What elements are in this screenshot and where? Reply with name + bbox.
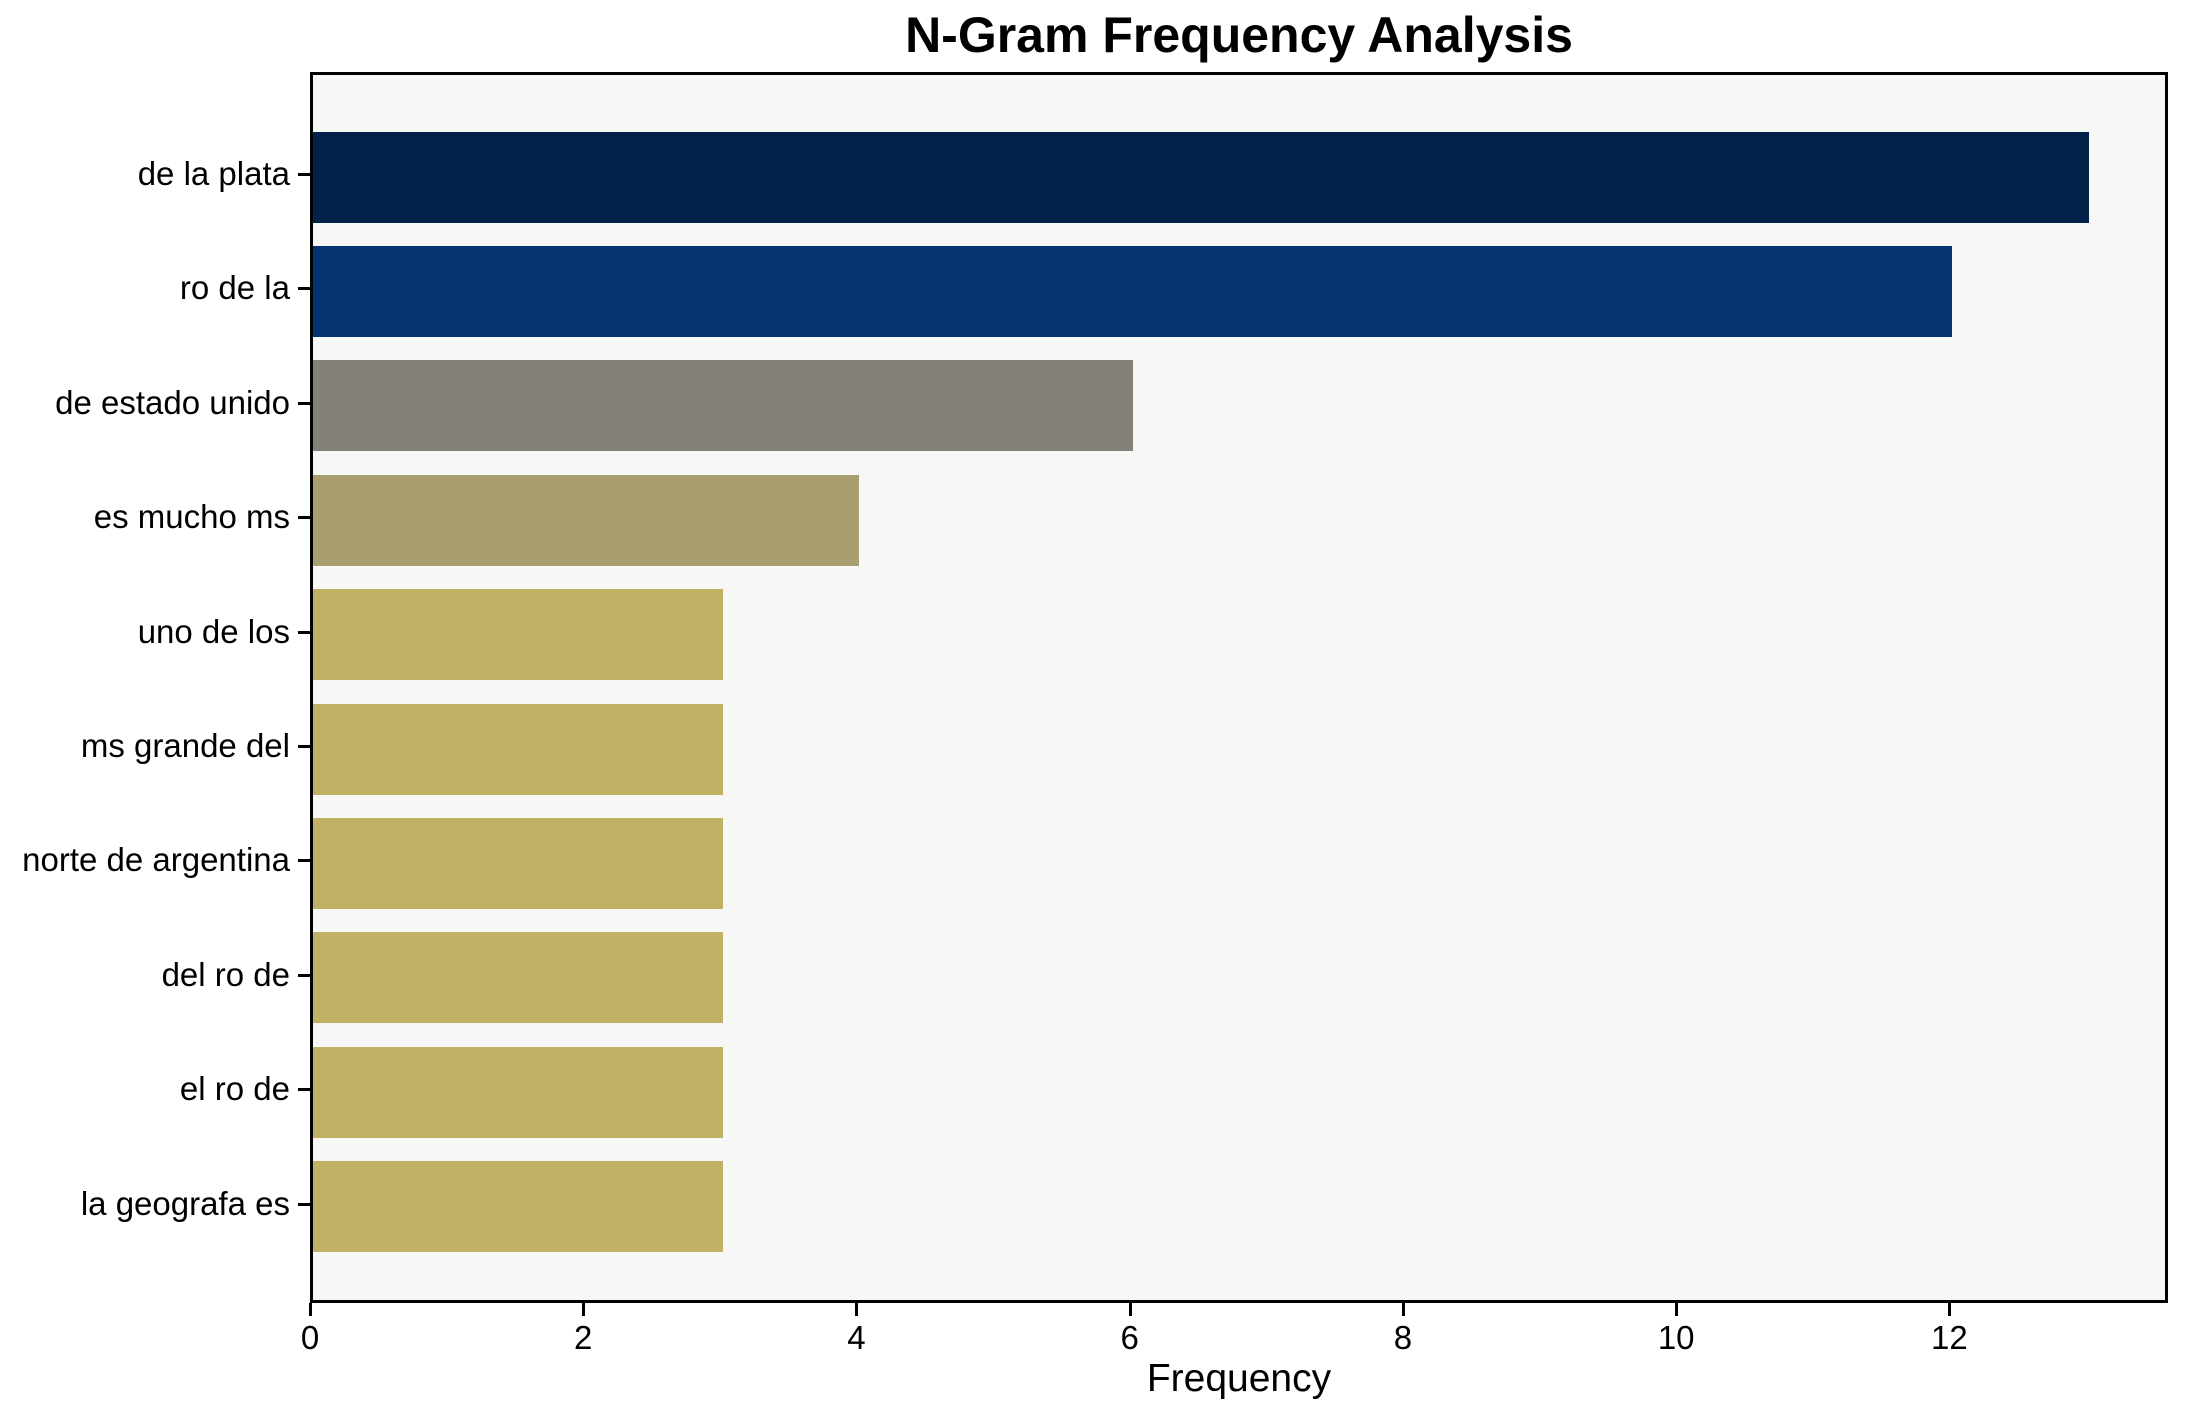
x-tick-mark bbox=[1401, 1303, 1405, 1316]
x-tick-mark bbox=[1948, 1303, 1952, 1316]
x-tick-mark bbox=[855, 1303, 859, 1316]
y-tick-mark bbox=[298, 1202, 310, 1206]
y-tick-label-norte-de-argentina: norte de argentina bbox=[22, 841, 290, 879]
x-tick-label-0: 0 bbox=[300, 1319, 320, 1356]
bar-del-ro-de bbox=[313, 932, 723, 1024]
bar-uno-de-los bbox=[313, 589, 723, 681]
y-tick-label-es-mucho-ms: es mucho ms bbox=[93, 498, 290, 536]
y-tick-label-ro-de-la: ro de la bbox=[179, 269, 290, 307]
chart-title: N-Gram Frequency Analysis bbox=[905, 7, 1573, 63]
x-tick-mark bbox=[582, 1303, 586, 1316]
x-tick-label-4: 4 bbox=[847, 1319, 866, 1356]
bar-el-ro-de bbox=[313, 1046, 723, 1138]
x-tick-label-6: 6 bbox=[1120, 1319, 1139, 1356]
y-tick-label-ms-grande-del: ms grande del bbox=[80, 727, 290, 764]
x-tick-label-12: 12 bbox=[1931, 1319, 1968, 1356]
bar-de-la-plata bbox=[313, 131, 2089, 223]
x-tick-label-2: 2 bbox=[574, 1319, 593, 1356]
x-tick-mark bbox=[309, 1303, 312, 1316]
y-tick-mark bbox=[298, 287, 310, 291]
bar-la-geografa-es bbox=[313, 1161, 723, 1253]
bar-de-estado-unido bbox=[313, 360, 1133, 452]
x-tick-mark bbox=[1675, 1303, 1679, 1316]
bar-ms-grande-del bbox=[313, 703, 723, 795]
x-tick-label-8: 8 bbox=[1393, 1319, 1413, 1356]
y-tick-mark bbox=[298, 173, 310, 176]
y-tick-label-uno-de-los: uno de los bbox=[137, 612, 290, 650]
plot-area bbox=[310, 72, 2168, 1303]
y-tick-mark bbox=[298, 859, 310, 863]
bar-norte-de-argentina bbox=[313, 817, 723, 909]
x-tick-label-10: 10 bbox=[1657, 1319, 1695, 1356]
y-tick-mark bbox=[298, 516, 310, 520]
y-tick-label-de-la-plata: de la plata bbox=[137, 155, 290, 192]
x-tick-mark bbox=[1128, 1303, 1132, 1316]
y-tick-label-del-ro-de: del ro de bbox=[161, 955, 290, 993]
y-tick-label-la-geografa-es: la geografa es bbox=[80, 1184, 290, 1222]
y-tick-label-de-estado-unido: de estado unido bbox=[55, 383, 290, 421]
y-tick-mark bbox=[298, 401, 310, 405]
x-axis-title: Frequency bbox=[1146, 1357, 1332, 1400]
y-tick-mark bbox=[298, 745, 310, 748]
bar-es-mucho-ms bbox=[313, 474, 859, 566]
y-tick-mark bbox=[298, 630, 310, 634]
y-tick-label-el-ro-de: el ro de bbox=[179, 1070, 290, 1108]
y-tick-mark bbox=[298, 973, 310, 977]
y-tick-mark bbox=[298, 1088, 310, 1092]
bar-ro-de-la bbox=[313, 245, 1952, 337]
